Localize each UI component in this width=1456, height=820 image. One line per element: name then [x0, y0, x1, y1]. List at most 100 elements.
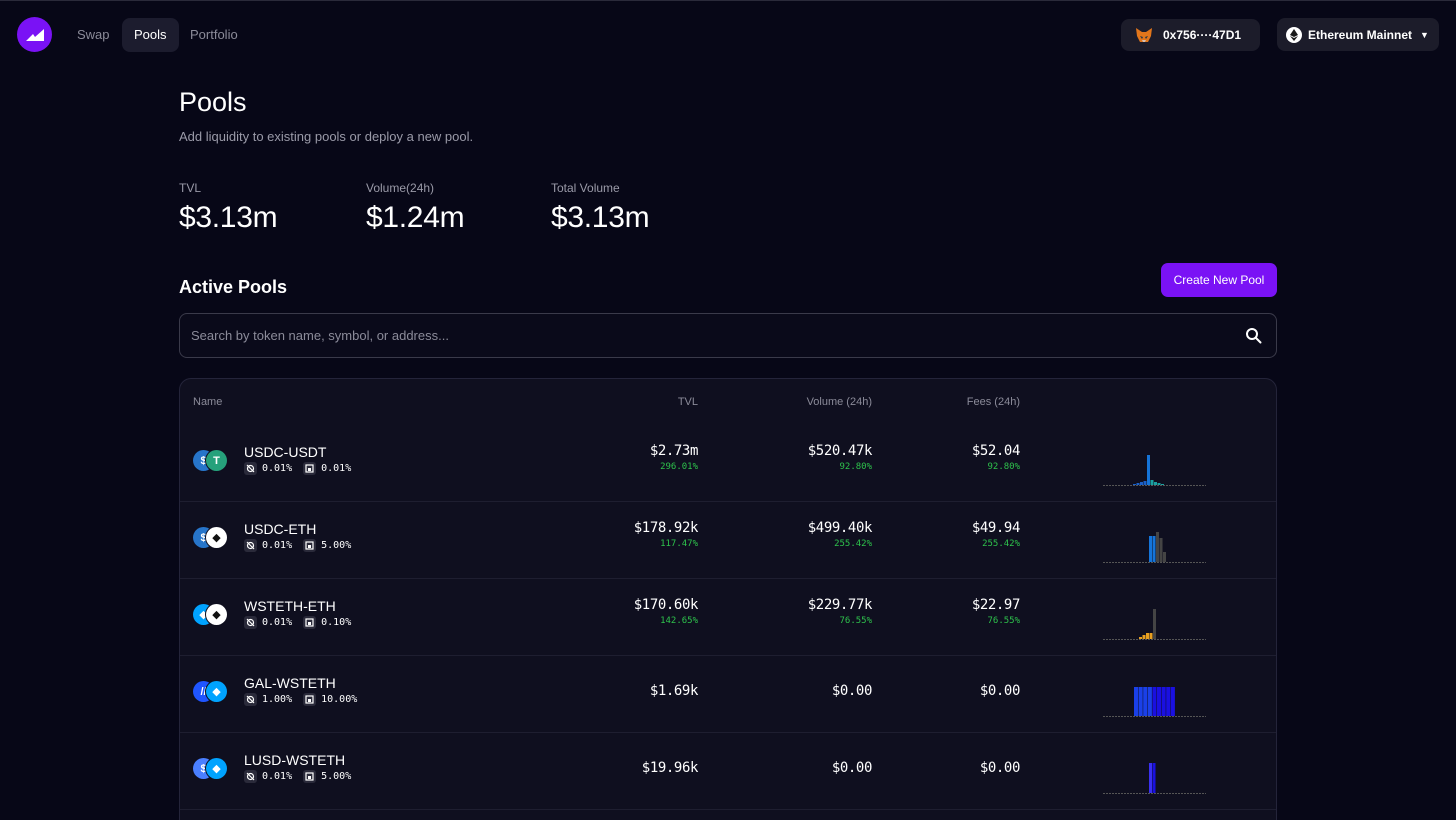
search-icon[interactable] — [1245, 327, 1262, 344]
token-icon: ◆ — [206, 681, 227, 702]
metamask-fox-icon — [1136, 28, 1152, 42]
table-row[interactable]: $ T USDC-USDT 0.01% 0.01% $2.73m 296.01% $52… — [180, 425, 1276, 502]
swap-fee-icon — [244, 462, 257, 475]
search-bar — [179, 313, 1277, 358]
fees-value: $49.94 — [971, 520, 1021, 536]
column-header-volume: Volume (24h) — [806, 396, 872, 408]
network-selector[interactable]: Ethereum Mainnet ▼ — [1277, 18, 1439, 51]
token-icon: ◆ — [206, 758, 227, 779]
protocol-fee-icon — [303, 693, 317, 706]
liquidity-distribution-chart — [1103, 455, 1206, 486]
token-icon: ◆ — [206, 527, 227, 548]
liquidity-distribution-chart — [1103, 763, 1206, 794]
table-row[interactable]: $ ◆ USDC-ETH 0.01% 5.00% $178.92k 117.47% $4… — [180, 502, 1276, 579]
table-row[interactable]: $ ◆ LUSD-WSTETH 0.01% 5.00% $19.96k $0.00 $0… — [180, 733, 1276, 810]
search-input[interactable] — [191, 314, 1231, 357]
nav-swap[interactable]: Swap — [77, 27, 110, 42]
token-icon: T — [206, 450, 227, 471]
swap-fee-icon — [244, 770, 257, 783]
fees-change: 76.55% — [987, 616, 1020, 626]
fee-tiers: 0.01% 5.00% — [244, 539, 351, 552]
wallet-address: 0x756····47D1 — [1163, 28, 1242, 42]
pool-name: WSTETH-ETH — [244, 598, 336, 614]
stat-total-volume: Total Volume $3.13m — [551, 181, 650, 235]
volume-value: $520.47k — [807, 443, 873, 459]
liquidity-distribution-chart — [1103, 687, 1206, 717]
volume-change: 76.55% — [839, 616, 872, 626]
create-new-pool-button[interactable]: Create New Pool — [1161, 263, 1277, 297]
page-subtitle: Add liquidity to existing pools or deplo… — [179, 129, 474, 144]
volume-change: 255.42% — [834, 539, 872, 549]
fees-value: $0.00 — [979, 683, 1021, 699]
tvl-value: $1.69k — [649, 683, 699, 699]
pool-name: USDC-USDT — [244, 444, 327, 460]
swap-fee: 0.01% — [262, 771, 293, 782]
volume-value: $229.77k — [807, 597, 873, 613]
fee-tiers: 1.00% 10.00% — [244, 693, 357, 706]
top-nav: Swap Pools Portfolio 0x756····47D1 Ether… — [0, 1, 1456, 69]
swap-fee: 0.01% — [262, 617, 293, 628]
swap-fee-icon — [244, 693, 257, 706]
swap-fee: 0.01% — [262, 540, 293, 551]
swap-fee-icon — [244, 539, 257, 552]
protocol-fee-icon — [303, 616, 317, 629]
volume-change: 92.80% — [839, 462, 872, 472]
stat-value: $3.13m — [179, 201, 278, 234]
fees-change: 255.42% — [982, 539, 1020, 549]
protocol-fee-icon — [303, 539, 317, 552]
volume-value: $0.00 — [831, 683, 873, 699]
tvl-change: 142.65% — [660, 616, 698, 626]
tvl-change: 296.01% — [660, 462, 698, 472]
protocol-fee-icon — [303, 770, 317, 783]
active-pools-title: Active Pools — [179, 277, 288, 297]
table-row[interactable]: //◆ GAL-WSTETH 1.00% 10.00% $1.69k $0.00 $0… — [180, 656, 1276, 733]
column-header-name: Name — [193, 396, 223, 408]
volume-value: $499.40k — [807, 520, 873, 536]
network-name: Ethereum Mainnet — [1308, 27, 1413, 42]
wallet-button[interactable]: 0x756····47D1 — [1121, 19, 1260, 51]
stat-value: $1.24m — [366, 201, 465, 234]
table-row[interactable]: ◆ ◆ WSTETH-ETH 0.01% 0.10% $170.60k 142.65%… — [180, 579, 1276, 656]
pool-name: USDC-ETH — [244, 521, 317, 537]
swap-fee: 1.00% — [262, 694, 293, 705]
liquidity-distribution-chart — [1103, 609, 1206, 640]
protocol-fee: 5.00% — [321, 771, 352, 782]
column-header-fees: Fees (24h) — [966, 396, 1020, 408]
stat-tvl: TVL $3.13m — [179, 181, 278, 235]
app-logo-icon[interactable] — [17, 17, 52, 52]
protocol-fee: 5.00% — [321, 540, 352, 551]
nav-pools[interactable]: Pools — [122, 18, 179, 52]
fees-value: $22.97 — [971, 597, 1021, 613]
fees-change: 92.80% — [987, 462, 1020, 472]
tvl-value: $170.60k — [633, 597, 699, 613]
pool-name: GAL-WSTETH — [244, 675, 336, 691]
token-icon: ◆ — [206, 604, 227, 625]
tvl-change: 117.47% — [660, 539, 698, 549]
protocol-fee: 0.10% — [321, 617, 352, 628]
pool-name: LUSD-WSTETH — [244, 752, 346, 768]
column-header-tvl: TVL — [677, 396, 698, 408]
tvl-value: $2.73m — [649, 443, 699, 459]
fee-tiers: 0.01% 0.01% — [244, 462, 351, 475]
swap-fee-icon — [244, 616, 257, 629]
protocol-fee-icon — [303, 462, 317, 475]
fee-tiers: 0.01% 0.10% — [244, 616, 351, 629]
stat-label: TVL — [179, 181, 202, 195]
page-title: Pools — [179, 87, 247, 117]
chevron-down-icon: ▼ — [1420, 29, 1429, 40]
liquidity-distribution-chart — [1103, 532, 1206, 563]
fees-value: $52.04 — [971, 443, 1021, 459]
stat-label: Total Volume — [551, 181, 620, 195]
protocol-fee: 0.01% — [321, 463, 352, 474]
stat-volume-24h: Volume(24h) $1.24m — [366, 181, 465, 235]
tvl-value: $19.96k — [641, 760, 699, 776]
tvl-value: $178.92k — [633, 520, 699, 536]
stat-label: Volume(24h) — [366, 181, 435, 195]
stat-value: $3.13m — [551, 201, 650, 234]
swap-fee: 0.01% — [262, 463, 293, 474]
nav-portfolio[interactable]: Portfolio — [190, 27, 238, 42]
volume-value: $0.00 — [831, 760, 873, 776]
protocol-fee: 10.00% — [321, 694, 358, 705]
fee-tiers: 0.01% 5.00% — [244, 770, 351, 783]
ethereum-icon — [1286, 26, 1302, 43]
